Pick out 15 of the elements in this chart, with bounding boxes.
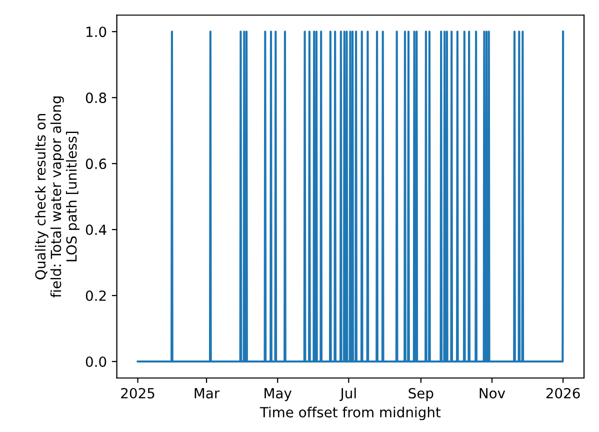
y-tick-label: 0.6 — [86, 158, 106, 170]
x-tick-label: Nov — [480, 388, 506, 398]
x-tick-label: Jul — [340, 388, 356, 402]
y-tick-label: 0.8 — [86, 92, 106, 104]
x-tick-label: Mar — [194, 388, 220, 398]
x-tick-label: 2026 — [546, 388, 580, 398]
x-tick-label: Sep — [408, 388, 434, 402]
y-axis-title: Quality check results on field: Total water vapor along LOS path [unitless] — [34, 96, 80, 298]
x-tick-label: May — [264, 388, 292, 402]
y-tick-label: 0.2 — [86, 290, 106, 301]
y-tick-label: 0.0 — [86, 356, 106, 367]
x-axis-title: Time offset from midnight — [260, 406, 441, 420]
y-tick-label: 0.4 — [86, 224, 106, 236]
x-tick-label: 2025 — [121, 388, 154, 398]
y-tick-label: 1.0 — [86, 26, 106, 38]
